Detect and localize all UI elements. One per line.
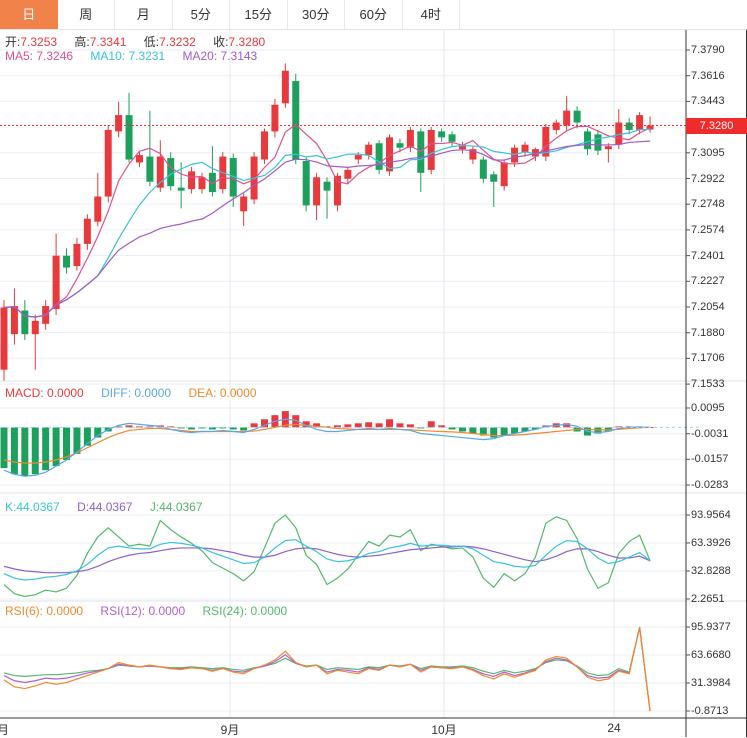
tab-月[interactable]: 月 (115, 0, 173, 29)
y-axis-label: 2.2651 (691, 593, 725, 605)
j-label: J: (149, 500, 160, 514)
kdj-legend: K:44.0367 D:44.0367 J:44.0367 (5, 500, 217, 514)
k-value: 44.0367 (16, 500, 60, 514)
tab-15分[interactable]: 15分 (230, 0, 288, 29)
y-axis-label: -0.0283 (691, 479, 729, 491)
dea-value: 0.0000 (219, 386, 257, 400)
low-item: 低:7.3232 (144, 35, 196, 49)
rsi12-item: RSI(12): 0.0000 (100, 604, 185, 618)
diff-item: DIFF: 0.0000 (101, 386, 171, 400)
y-axis-label: -0.8713 (691, 705, 729, 717)
ma10-label: MA10: (90, 49, 126, 63)
rsi12-label: RSI(12): (100, 604, 146, 618)
y-axis-label: 7.1880 (691, 326, 725, 339)
x-axis-label: 24 (607, 721, 621, 735)
ma20-label: MA20: (182, 49, 218, 63)
close-value: 7.3280 (228, 35, 266, 49)
rsi24-label: RSI(24): (202, 604, 248, 618)
x-axis-label: 月 (0, 723, 10, 737)
ma20-value: 7.3143 (220, 49, 258, 63)
ma5-value: 7.3246 (36, 49, 74, 63)
y-axis-label: 7.2748 (691, 198, 725, 211)
rsi12-value: 0.0000 (148, 604, 186, 618)
ma-legend: MA5: 7.3246 MA10: 7.3231 MA20: 7.3143 (5, 49, 271, 63)
high-item: 高:7.3341 (74, 35, 126, 49)
rsi-legend: RSI(6): 0.0000 RSI(12): 0.0000 RSI(24): … (5, 604, 301, 618)
ohlc-legend: 开:7.3253 高:7.3341 低:7.3232 收:7.3280 (5, 33, 279, 50)
macd-value: 0.0000 (47, 386, 84, 400)
rsi6-item: RSI(6): 0.0000 (5, 604, 83, 618)
j-item: J:44.0367 (150, 500, 203, 514)
low-label: 低: (143, 35, 160, 49)
d-label: D: (77, 500, 90, 514)
y-axis-label: 0.0095 (691, 402, 725, 414)
y-axis-label: -0.0157 (691, 453, 729, 466)
ma5-label: MA5: (5, 49, 34, 63)
ma5-item: MA5: 7.3246 (5, 49, 73, 63)
tab-5分[interactable]: 5分 (173, 0, 230, 29)
dea-label: DEA: (188, 386, 217, 400)
diff-label: DIFF: (101, 386, 132, 400)
ma20-item: MA20: 7.3143 (182, 49, 257, 63)
x-axis-label: 9月 (220, 723, 240, 737)
macd-label: MACD: (5, 386, 44, 400)
tab-日[interactable]: 日 (0, 0, 58, 29)
y-axis-label: 31.3984 (691, 677, 731, 689)
tab-4时[interactable]: 4时 (403, 0, 460, 29)
k-label: K: (5, 500, 17, 514)
high-label: 高: (74, 35, 90, 49)
y-axis-label: 7.2227 (691, 275, 725, 288)
ma10-value: 7.3231 (128, 49, 166, 63)
y-axis-label: 63.6680 (691, 649, 731, 661)
macd-legend: MACD: 0.0000 DIFF: 0.0000 DEA: 0.0000 (5, 386, 271, 400)
y-axis-label: 7.2922 (691, 172, 725, 185)
close-label: 收: (213, 35, 229, 49)
rsi24-value: 0.0000 (250, 604, 288, 618)
y-axis-label: 95.9377 (691, 621, 731, 633)
y-axis-label: 7.1533 (691, 378, 725, 391)
d-value: 44.0367 (89, 500, 133, 514)
y-axis-label: 32.8288 (691, 565, 731, 577)
y-axis-label: 7.1706 (691, 352, 725, 365)
y-axis-label: 7.3443 (691, 95, 725, 108)
open-value: 7.3253 (20, 35, 58, 49)
d-item: D:44.0367 (77, 500, 132, 514)
tab-周[interactable]: 周 (58, 0, 115, 29)
y-axis-label: 7.3616 (691, 69, 725, 82)
y-axis-label: 63.3926 (691, 537, 731, 549)
dea-item: DEA: 0.0000 (188, 386, 256, 400)
x-axis-label: 10月 (431, 723, 457, 737)
k-item: K:44.0367 (5, 500, 60, 514)
low-value: 7.3232 (159, 35, 196, 49)
y-axis-label: 7.2401 (691, 249, 725, 262)
period-tabs: 日周月 5分 15分 30分 60分 4时 (0, 0, 747, 30)
rsi6-value: 0.0000 (46, 604, 84, 618)
open-item: 开:7.3253 (5, 35, 57, 49)
rsi24-item: RSI(24): 0.0000 (202, 604, 287, 618)
y-axis-label: 93.9564 (691, 509, 731, 521)
open-label: 开: (5, 35, 21, 49)
diff-value: 0.0000 (134, 386, 172, 400)
y-axis-label: 7.2574 (691, 223, 725, 236)
macd-item: MACD: 0.0000 (5, 386, 84, 400)
y-axis-label: -0.0031 (691, 427, 729, 440)
y-axis-label: 7.3095 (691, 146, 725, 159)
y-axis-label: 7.2054 (691, 301, 725, 313)
tab-60分[interactable]: 60分 (345, 0, 403, 29)
close-item: 收:7.3280 (213, 35, 265, 49)
current-price-badge: 7.3280 (686, 118, 747, 134)
ma10-item: MA10: 7.3231 (90, 49, 165, 63)
j-value: 44.0367 (159, 500, 203, 514)
high-value: 7.3341 (89, 35, 127, 49)
y-axis-label: 7.3790 (691, 44, 725, 56)
tab-30分[interactable]: 30分 (288, 0, 345, 29)
rsi6-label: RSI(6): (5, 604, 44, 618)
